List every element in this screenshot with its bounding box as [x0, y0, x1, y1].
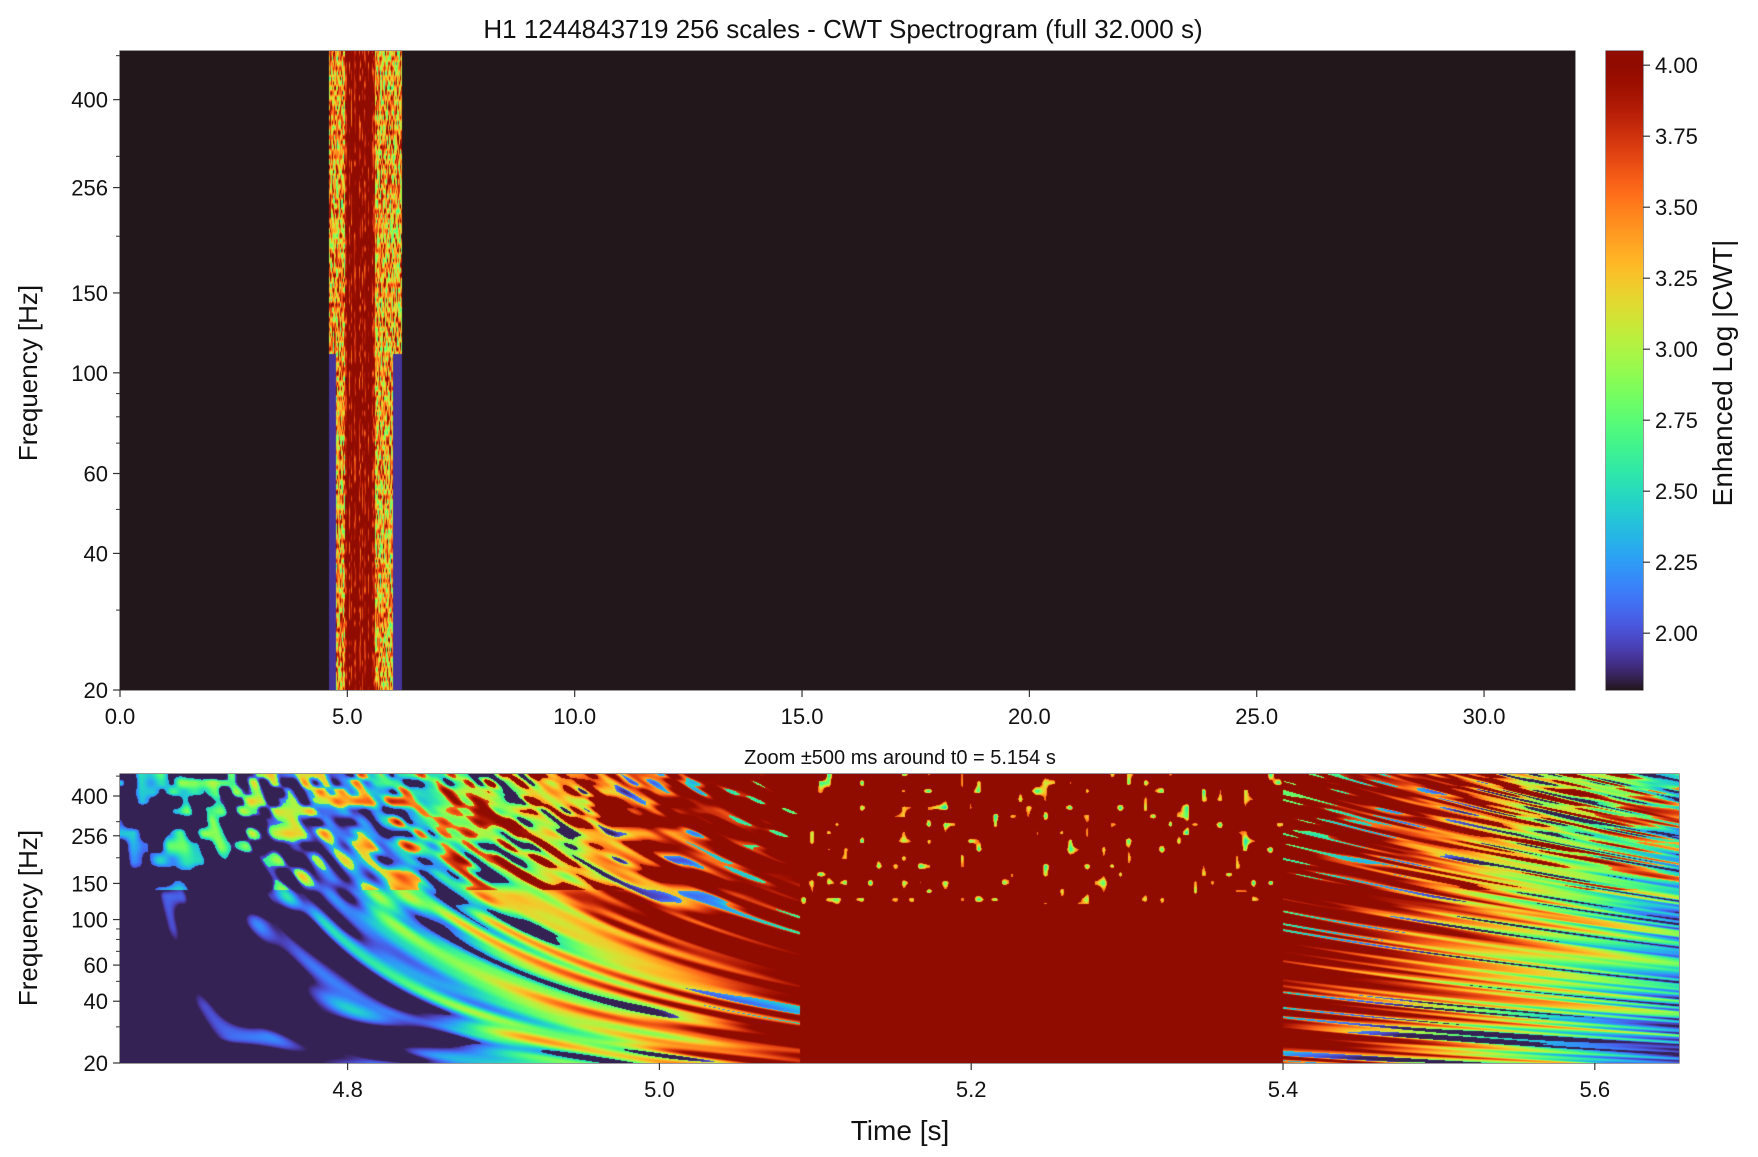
y-tick-label: 40 — [84, 541, 108, 566]
x-tick-label: 15.0 — [781, 704, 824, 729]
colorbar-tick-label: 2.50 — [1655, 479, 1698, 504]
zoom-spectrogram — [120, 774, 1679, 1063]
top-spectrogram — [120, 51, 1575, 690]
top-ylabel: Frequency [Hz] — [13, 285, 43, 461]
y-tick-label: 150 — [71, 281, 108, 306]
y-tick-label: 100 — [71, 908, 108, 933]
y-tick-label: 400 — [71, 784, 108, 809]
colorbar-tick-label: 3.00 — [1655, 337, 1698, 362]
y-tick-label: 150 — [71, 871, 108, 896]
zoom-ylabel: Frequency [Hz] — [13, 830, 43, 1006]
zoom-xlabel: Time [s] — [851, 1115, 950, 1146]
y-tick-label: 100 — [71, 361, 108, 386]
y-tick-label: 20 — [84, 678, 108, 703]
colorbar-tick-label: 2.25 — [1655, 550, 1698, 575]
x-tick-label: 30.0 — [1463, 704, 1506, 729]
colorbar-tick-label: 3.50 — [1655, 195, 1698, 220]
x-tick-label: 5.6 — [1580, 1077, 1611, 1102]
y-tick-label: 60 — [84, 462, 108, 487]
x-tick-label: 25.0 — [1235, 704, 1278, 729]
colorbar-label: Enhanced Log |CWT| — [1707, 240, 1738, 507]
colorbar-tick-label: 3.75 — [1655, 124, 1698, 149]
colorbar-gradient — [1606, 51, 1643, 690]
x-tick-label: 5.4 — [1268, 1077, 1299, 1102]
y-tick-label: 256 — [71, 176, 108, 201]
top-title: H1 1244843719 256 scales - CWT Spectrogr… — [483, 14, 1202, 44]
x-tick-label: 10.0 — [553, 704, 596, 729]
y-tick-label: 20 — [84, 1051, 108, 1076]
y-tick-label: 60 — [84, 953, 108, 978]
colorbar-tick-label: 3.25 — [1655, 266, 1698, 291]
colorbar-tick-label: 2.75 — [1655, 408, 1698, 433]
x-tick-label: 4.8 — [332, 1077, 363, 1102]
top-axes: 20 40 60 100 150 256 400 0.0 5.0 10.0 15.0 20.0 25.0… — [71, 50, 1576, 729]
y-tick-label: 256 — [71, 824, 108, 849]
x-tick-label: 0.0 — [105, 704, 136, 729]
y-tick-label: 40 — [84, 989, 108, 1014]
zoom-title: Zoom ±500 ms around t0 = 5.154 s — [744, 747, 1056, 769]
y-tick-label: 400 — [71, 88, 108, 113]
x-tick-label: 5.0 — [644, 1077, 675, 1102]
x-tick-label: 5.0 — [332, 704, 363, 729]
x-tick-label: 5.2 — [956, 1077, 987, 1102]
colorbar-tick-label: 4.00 — [1655, 53, 1698, 78]
zoom-axes: 20 40 60 100 150 256 400 4.8 5.0 5.2 5.4 5.6 — [71, 773, 1680, 1102]
colorbar-tick-label: 2.00 — [1655, 621, 1698, 646]
x-tick-label: 20.0 — [1008, 704, 1051, 729]
